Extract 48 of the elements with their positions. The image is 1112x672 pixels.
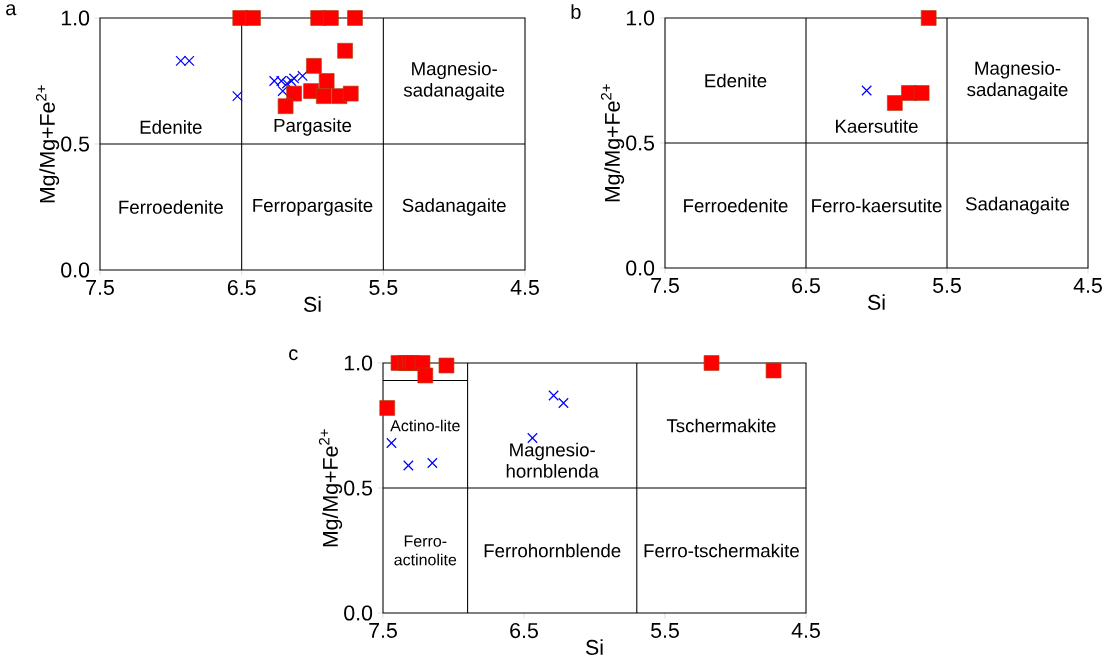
x-axis-title: Si	[303, 296, 321, 312]
x-axis-title: Si	[867, 294, 885, 310]
y-tick-label: 1.0	[61, 10, 90, 26]
y-tick-label: 0.5	[61, 136, 90, 152]
annotation: Kaersutite	[836, 119, 918, 133]
annotation: Ferro-kaersutite	[812, 198, 942, 213]
annotation: Magnesio-sadanagaite	[967, 61, 1068, 100]
y-tick-label: 0.0	[626, 260, 655, 276]
chart-title: b	[571, 4, 581, 19]
annotation: Ferrohornblende	[484, 543, 621, 558]
y-tick-label: 0.0	[61, 262, 90, 278]
annotation: Sadanagaite	[965, 196, 1070, 215]
y-axis-title: Mg/Mg+Fe$^{2+}$	[600, 84, 625, 202]
y-tick-label: 1.0	[344, 355, 373, 371]
y-tick-label: 0.0	[344, 605, 373, 621]
annotation: Edenite	[705, 73, 767, 88]
annotation: Actino-lite	[390, 419, 460, 432]
x-tick-label: 7.5	[86, 280, 114, 295]
x-tick-label: 5.5	[933, 278, 961, 293]
annotation: Ferro-actinolite	[394, 535, 457, 566]
y-tick-label: 0.5	[344, 480, 373, 496]
chart-title: c	[289, 349, 298, 361]
x-tick-label: 6.5	[792, 278, 820, 294]
y-axis-title: Mg/Mg+Fe$^{2+}$	[35, 85, 60, 203]
chart-title: a	[6, 4, 17, 16]
y-axis-title: Mg/Mg+Fe$^{2+}$	[318, 429, 343, 547]
annotation: Magnesio-hornblenda	[506, 442, 599, 478]
x-tick-label: 6.5	[510, 623, 538, 639]
x-tick-label: 4.5	[510, 280, 539, 295]
x-tick-label: 6.5	[227, 280, 256, 296]
x-axis-title: Si	[585, 639, 603, 655]
x-tick-label: 4.5	[791, 623, 820, 638]
annotation: Edenite	[140, 120, 202, 134]
x-tick-label: 5.5	[651, 623, 679, 638]
y-tick-label: 1.0	[626, 10, 655, 26]
annotation: Ferroedenite	[119, 200, 223, 214]
annotation: Tschermakite	[666, 418, 776, 433]
x-tick-label: 7.5	[651, 278, 679, 293]
y-tick-label: 0.5	[626, 135, 655, 151]
annotation: Ferropargasite	[253, 198, 373, 216]
annotation: Ferroedenite	[684, 198, 788, 213]
annotation: Sadanagaite	[402, 198, 506, 216]
annotation: Magnesio-sadanagaite	[403, 61, 505, 101]
annotation: Ferro-tschermakite	[644, 543, 799, 558]
x-tick-label: 7.5	[369, 623, 397, 638]
x-tick-label: 5.5	[369, 280, 398, 295]
x-tick-label: 4.5	[1073, 278, 1102, 293]
annotation: Pargasite	[274, 118, 352, 136]
